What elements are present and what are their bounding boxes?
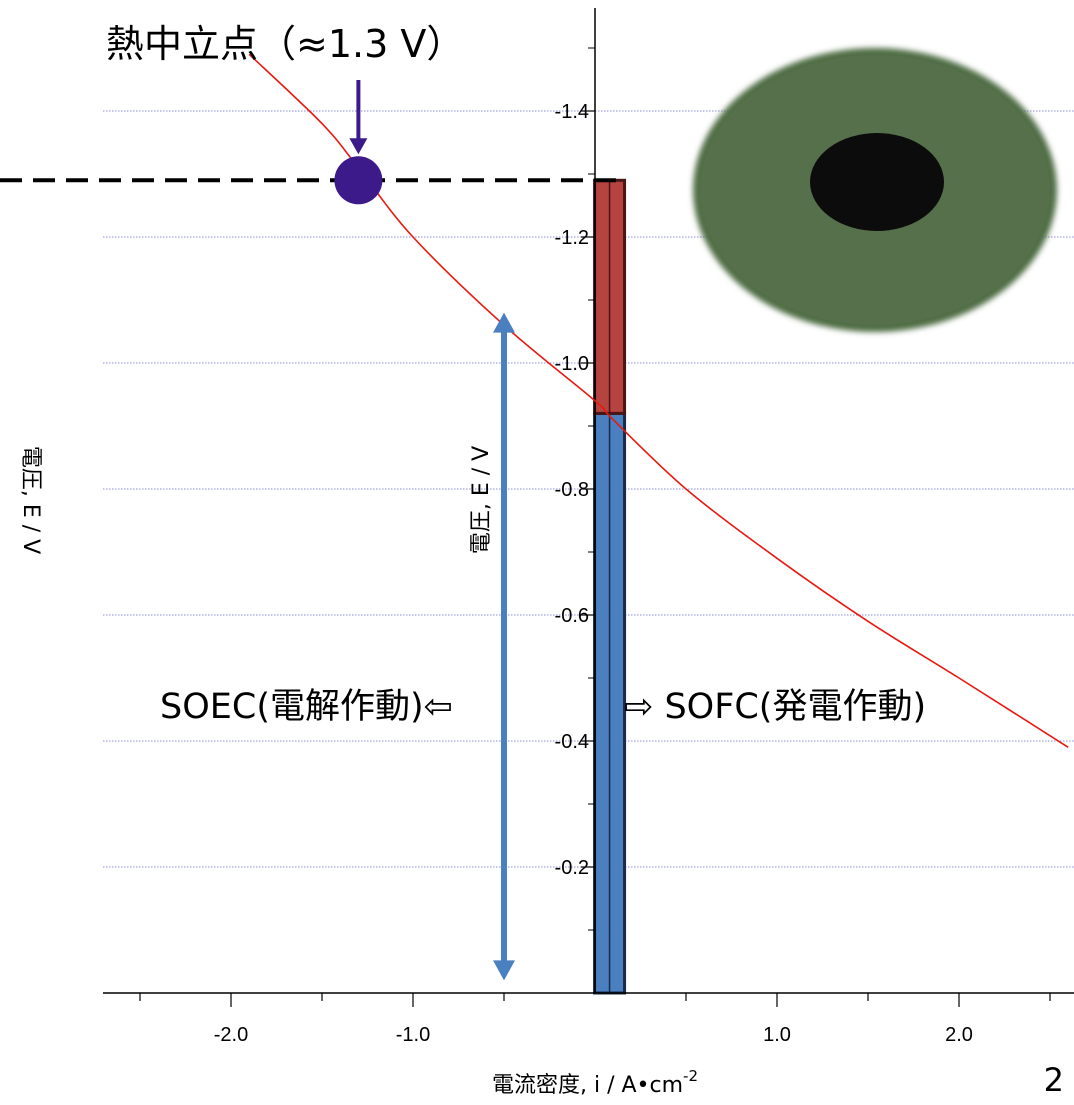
x-axis-title-superscript: -2 (683, 1067, 698, 1085)
range-arrow-head-top (493, 312, 515, 333)
x-tick-label: -1.0 (396, 1024, 430, 1046)
x-axis-title: 電流密度, i / A•cm-2 (492, 1067, 698, 1098)
y-tick-label: -0.8 (555, 479, 589, 501)
y-tick-label: -1.0 (555, 353, 589, 375)
y-tick-label: -1.2 (555, 227, 589, 249)
bar-inner-label: 電圧, E / V (469, 446, 494, 554)
y-tick-label: -1.4 (555, 101, 589, 123)
y-tick-label: -0.2 (555, 857, 589, 879)
thermoneutral-label: 熱中立点（≈1.3 V） (106, 22, 464, 66)
thermoneutral-point (334, 156, 383, 205)
x-tick-label: 1.0 (763, 1024, 791, 1046)
y-tick-label: -0.4 (555, 731, 589, 753)
x-tick-label: -2.0 (214, 1024, 248, 1046)
y-axis-title: 電圧, E / V (18, 446, 43, 554)
soec-label: SOEC(電解作動)⇦ (160, 687, 453, 727)
range-arrow-head-bottom (493, 960, 515, 981)
page-number: 2 (1044, 1061, 1064, 1099)
y-tick-label: -0.6 (555, 605, 589, 627)
voltage-bar (593, 178, 627, 995)
x-axis-title-main: 電流密度, i / A•cm (492, 1073, 683, 1098)
annotations (0, 80, 625, 981)
axes: -2.0 -1.0 1.0 2.0 -0.2 -0.4 -0.6 -0.8 -1.0 -1.2 -1… (103, 8, 1074, 1046)
x-tick-label: 2.0 (945, 1024, 973, 1046)
sofc-label: ⇨ SOFC(発電作動) (624, 687, 926, 727)
sofc-cell-photo (693, 48, 1057, 332)
thermoneutral-arrow-head (349, 138, 368, 155)
